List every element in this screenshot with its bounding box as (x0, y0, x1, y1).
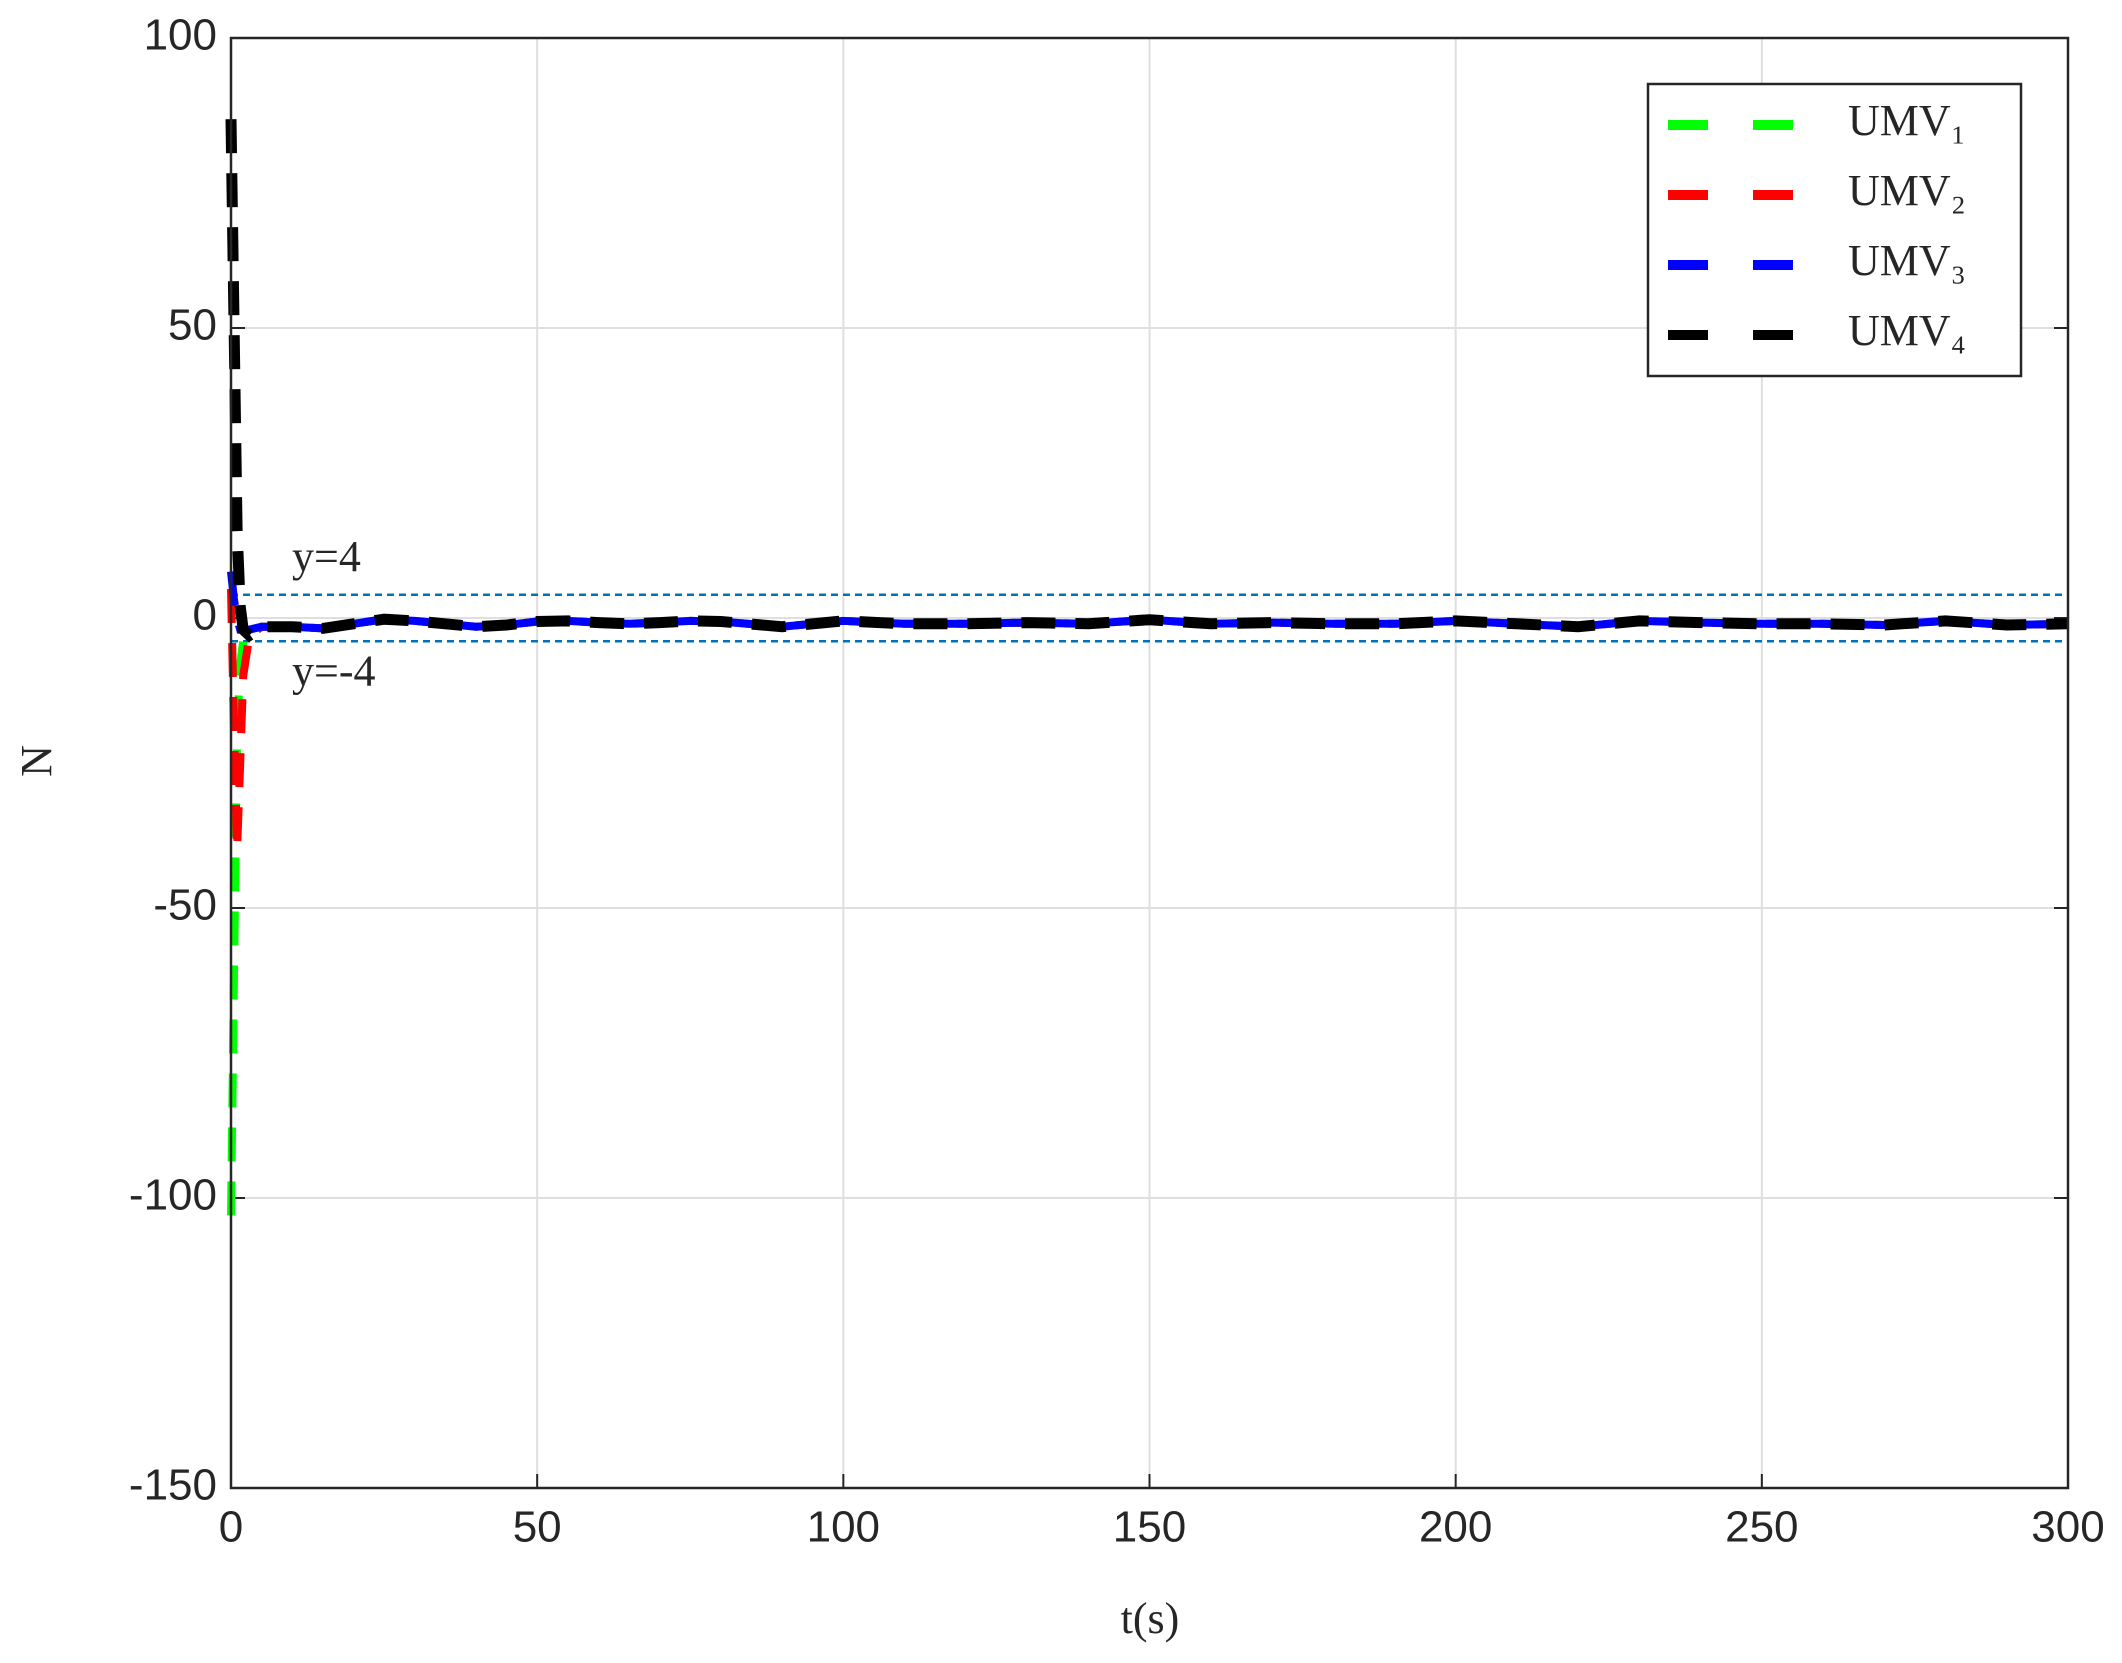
x-tick-label: 200 (1419, 1503, 1492, 1552)
legend-label: UMV₃ (1848, 236, 1966, 285)
x-tick-label: 50 (513, 1503, 562, 1552)
legend-label: UMV₁ (1848, 96, 1966, 145)
legend-label: UMV₄ (1848, 306, 1966, 355)
y-tick-label: 50 (168, 301, 217, 350)
x-tick-label: 150 (1113, 1503, 1186, 1552)
y-tick-label: -100 (129, 1171, 217, 1220)
x-tick-label: 300 (2031, 1503, 2104, 1552)
x-tick-label: 0 (219, 1503, 243, 1552)
reference-label: y=4 (292, 532, 361, 581)
legend-label: UMV₂ (1848, 166, 1966, 215)
x-tick-label: 250 (1725, 1503, 1798, 1552)
y-tick-label: 0 (193, 591, 217, 640)
x-axis-label: t(s) (1121, 1594, 1180, 1643)
reference-label: y=-4 (292, 646, 375, 695)
x-tick-label: 100 (807, 1503, 880, 1552)
axis-box (229, 36, 2070, 1490)
y-axis-label: N (12, 745, 61, 777)
y-tick-label: 100 (144, 11, 217, 60)
y-tick-label: -150 (129, 1461, 217, 1510)
y-tick-label: -50 (153, 881, 217, 930)
legend: UMV₁ UMV₂ UMV₃ UMV₄ (1646, 82, 2023, 378)
legend-box (1646, 82, 2023, 378)
series-line (225, 119, 2069, 643)
